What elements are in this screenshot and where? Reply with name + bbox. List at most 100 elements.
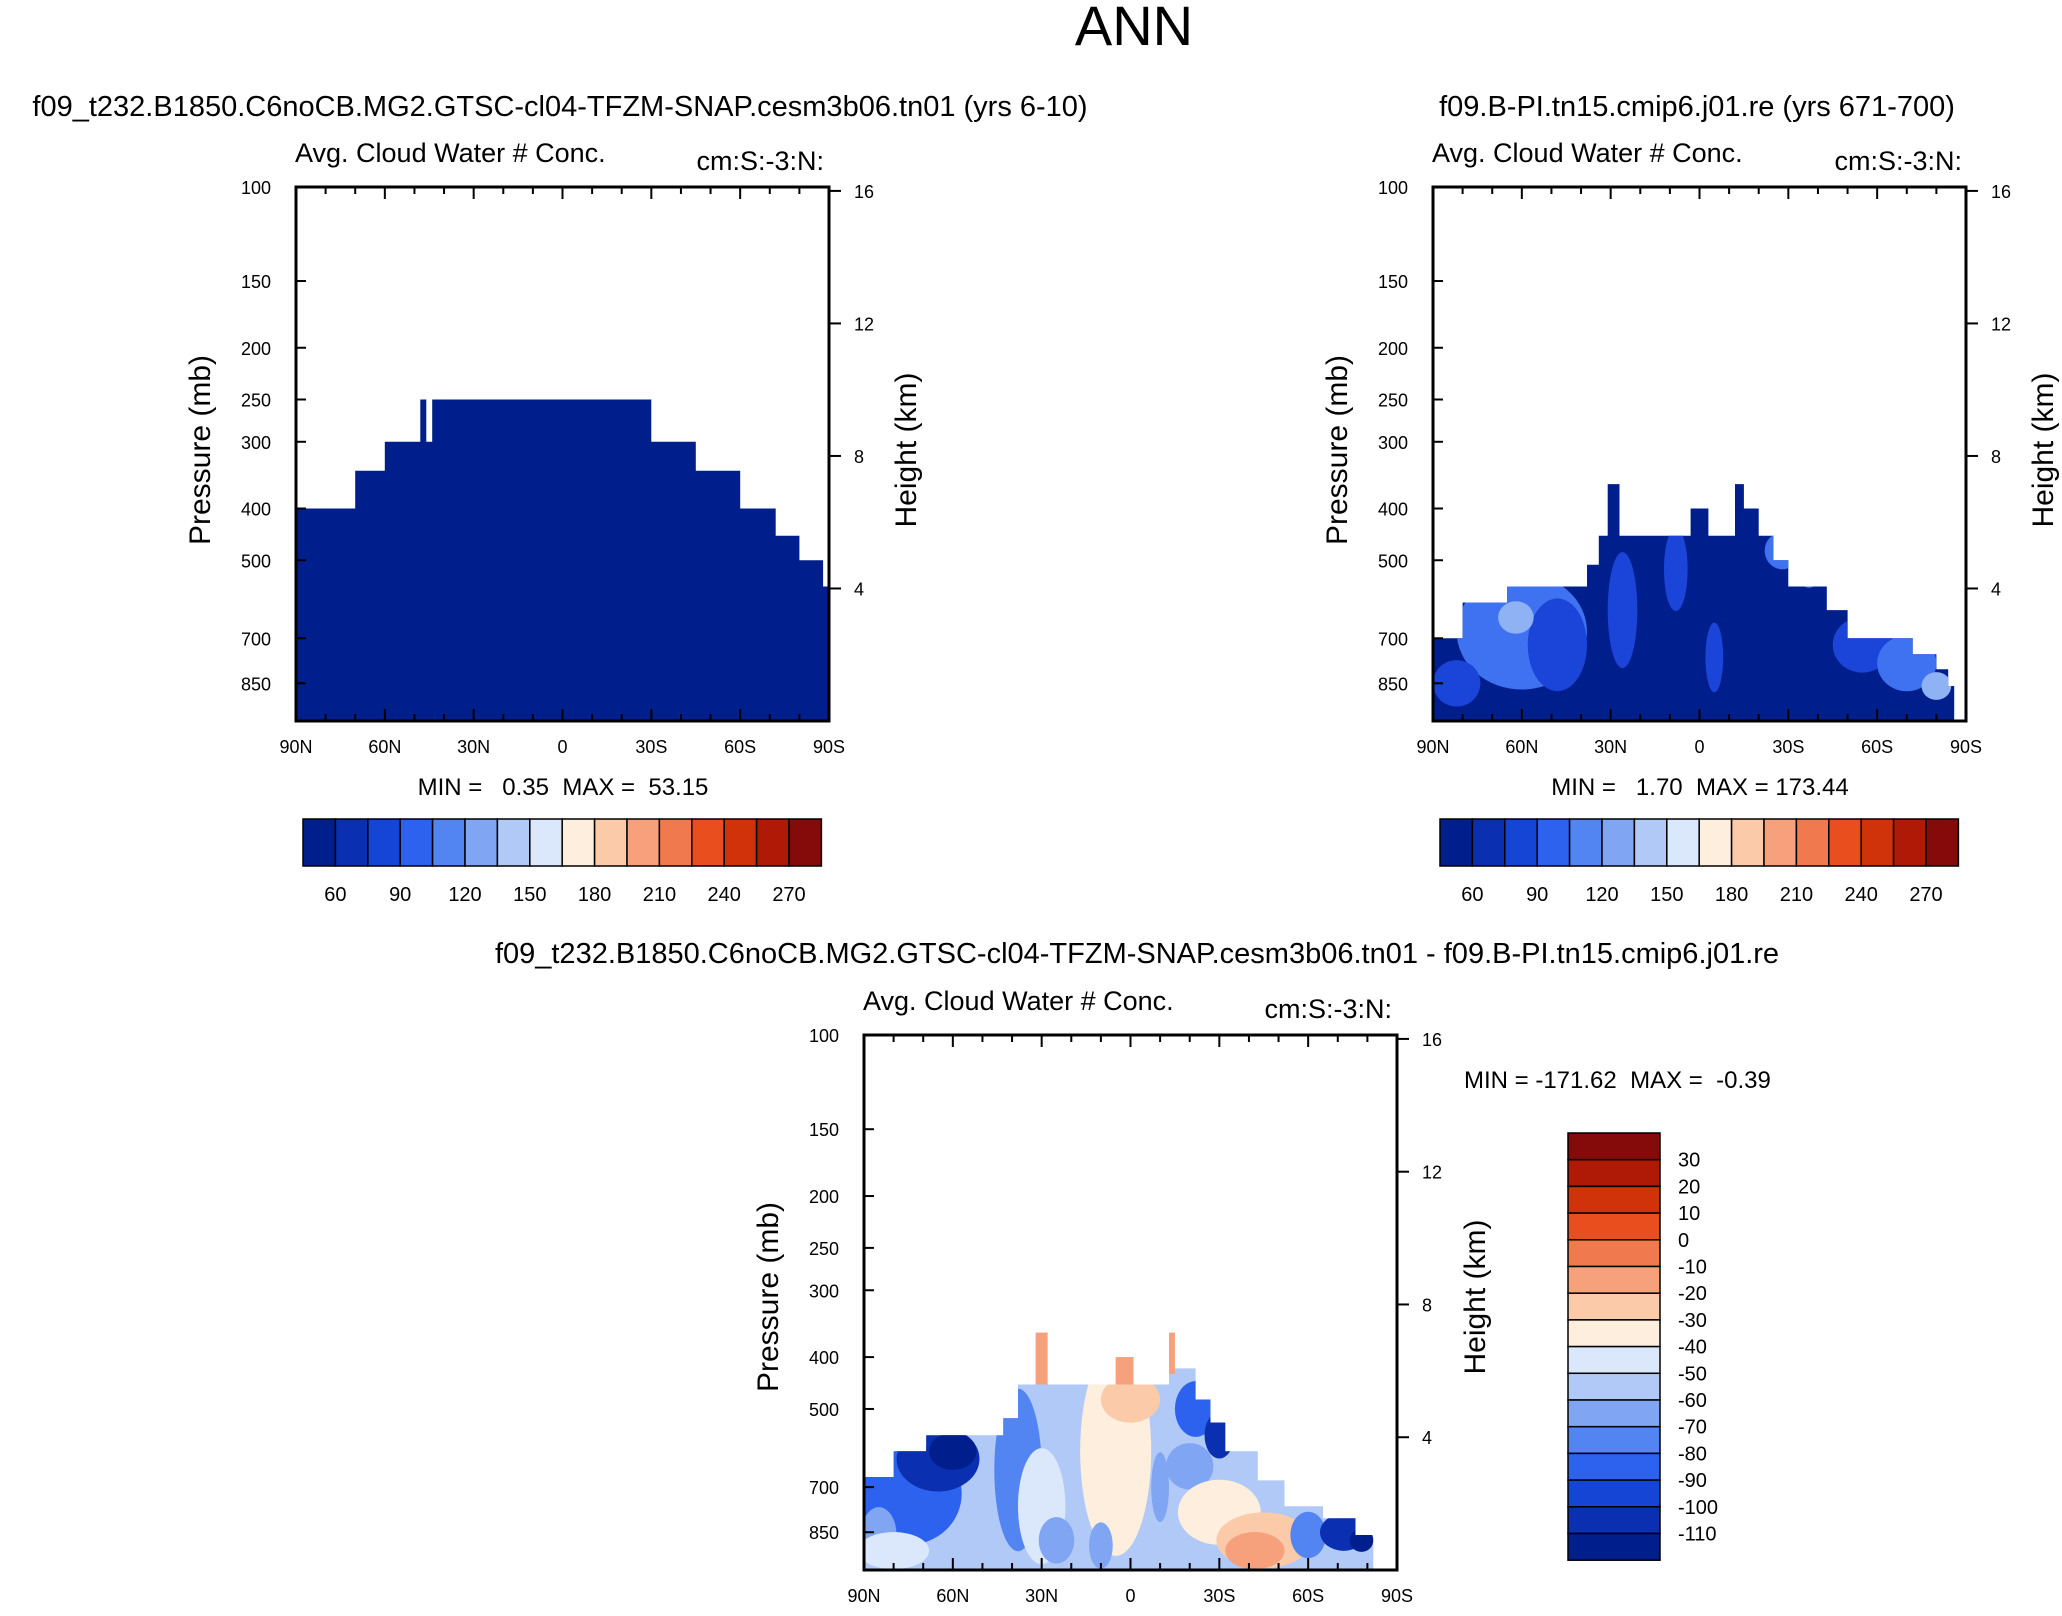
y2-tick-label: 8 <box>1422 1295 1432 1315</box>
contour-region <box>1797 550 1821 588</box>
colorbar-box <box>788 818 823 867</box>
colorbar-box <box>1763 818 1798 867</box>
colorbar-box <box>1730 818 1765 867</box>
y2-tick-label: 4 <box>854 579 864 599</box>
y2-tick-label: 4 <box>1991 579 2001 599</box>
colorbar-label: 240 <box>1845 884 1878 906</box>
x-tick-label: 30S <box>1203 1586 1235 1606</box>
colorbar-box <box>464 818 499 867</box>
y-tick-label: 300 <box>241 433 271 453</box>
y-tick-label: 700 <box>241 629 271 649</box>
colorbar-box <box>1568 818 1603 867</box>
y-tick-label: 500 <box>809 1400 839 1420</box>
y-tick-label: 250 <box>241 390 271 410</box>
colorbar-box <box>1567 1319 1661 1348</box>
contour-region <box>1433 660 1481 707</box>
x-tick-label: 90N <box>279 737 312 757</box>
y-tick-label: 100 <box>1378 178 1408 198</box>
colorbar-box <box>1892 818 1927 867</box>
contour-region <box>1089 1522 1113 1569</box>
colorbar-box <box>1795 818 1830 867</box>
panel-1-subtitle-left: Avg. Cloud Water # Conc. <box>295 138 606 168</box>
y2-tick-label: 16 <box>1422 1030 1442 1050</box>
panel-2: f09.B-PI.tn15.cmip6.j01.re (yrs 671-700)… <box>1321 91 2060 906</box>
colorbar-box <box>691 818 725 867</box>
panel-1-subtitle-right: cm:S:-3:N: <box>696 146 824 176</box>
panel-1-stats: MIN = 0.35 MAX = 53.15 <box>418 774 709 801</box>
panel-2-subtitle-right: cm:S:-3:N: <box>1834 146 1962 176</box>
contour-region <box>1225 1532 1285 1570</box>
y2-tick-label: 8 <box>854 447 864 467</box>
panel-1-ylabel-right: Height (km) <box>890 372 923 527</box>
y-tick-label: 100 <box>809 1026 839 1046</box>
y-tick-label: 850 <box>1378 674 1408 694</box>
colorbar-box <box>334 818 369 867</box>
x-tick-label: 30N <box>1594 737 1627 757</box>
figure-title: ANN <box>1075 0 1193 57</box>
contour-region <box>1166 1443 1214 1490</box>
y-tick-label: 250 <box>809 1239 839 1259</box>
colorbar-label: -10 <box>1678 1257 1707 1279</box>
panel-2-subtitle-left: Avg. Cloud Water # Conc. <box>1432 138 1743 168</box>
contour-region <box>1764 532 1801 570</box>
panel-3-subtitle-left: Avg. Cloud Water # Conc. <box>863 986 1174 1016</box>
contour-region <box>1035 1332 1048 1385</box>
colorbar-box <box>1567 1425 1661 1455</box>
y-tick-label: 250 <box>1378 390 1408 410</box>
x-tick-label: 60N <box>368 737 401 757</box>
colorbar-label: 150 <box>513 884 546 906</box>
colorbar-box <box>1925 818 1960 867</box>
y-tick-label: 200 <box>1378 339 1408 359</box>
colorbar-label: -50 <box>1678 1363 1707 1385</box>
y-tick-label: 700 <box>809 1478 839 1498</box>
panel-3-plot-area: 100 150 200 250 300 400 500 700 850 16 12 8 4 90N 60N 3… <box>809 1026 1442 1606</box>
colorbar-box <box>593 818 628 867</box>
colorbar-label: 0 <box>1678 1230 1689 1252</box>
contour-region <box>296 399 828 721</box>
colorbar-label: -100 <box>1678 1497 1718 1519</box>
colorbar-box <box>1504 818 1538 867</box>
x-tick-label: 60S <box>1292 1586 1324 1606</box>
panel-3-title: f09_t232.B1850.C6noCB.MG2.GTSC-cl04-TFZM… <box>495 938 1779 970</box>
y-tick-label: 850 <box>241 674 271 694</box>
contour-region <box>1290 1511 1326 1559</box>
x-tick-label: 60N <box>936 1586 969 1606</box>
colorbar-box <box>1567 1399 1661 1428</box>
colorbar-label: -90 <box>1678 1470 1707 1492</box>
contour-region <box>1115 1357 1134 1385</box>
colorbar-box <box>496 818 531 867</box>
colorbar-label: -20 <box>1678 1283 1707 1305</box>
contour-region <box>929 1432 977 1470</box>
colorbar-label: -110 <box>1678 1524 1717 1546</box>
y-tick-label: 400 <box>241 500 271 520</box>
colorbar-label: 150 <box>1650 884 1683 906</box>
colorbar-label: 10 <box>1678 1203 1700 1225</box>
colorbar-box <box>1567 1372 1661 1401</box>
panel-1-ylabel: Pressure (mb) <box>184 355 217 545</box>
contour-region <box>1779 512 1798 550</box>
contour-region <box>1663 527 1688 612</box>
panel-3-colorbar: 30 20 10 0 -10 -20 -30 -40 -50 -60 -70 -80 -90 -100 -1… <box>1567 1132 1718 1561</box>
colorbar-label: 210 <box>1780 884 1813 906</box>
colorbar-label: 90 <box>1526 884 1548 906</box>
x-tick-label: 0 <box>1125 1586 1135 1606</box>
x-tick-label: 30N <box>1025 1586 1058 1606</box>
colorbar-label: 120 <box>1585 884 1618 906</box>
contour-region <box>1349 1528 1374 1552</box>
panel-2-ylabel: Pressure (mb) <box>1321 355 1354 545</box>
contour-region <box>1168 1332 1175 1374</box>
colorbar-box <box>626 818 661 867</box>
colorbar-label: 60 <box>1461 884 1483 906</box>
colorbar-label: 30 <box>1678 1150 1700 1172</box>
colorbar-label: 60 <box>324 884 346 906</box>
contour-region <box>1204 1412 1235 1459</box>
y-tick-label: 200 <box>241 339 271 359</box>
x-tick-label: 90S <box>1381 1586 1413 1606</box>
contour-region <box>864 1532 930 1570</box>
contour-region <box>1498 601 1534 634</box>
contour-region <box>420 399 423 442</box>
y-tick-label: 150 <box>241 272 271 292</box>
plot-frame <box>1431 185 1968 723</box>
colorbar-box <box>658 818 693 867</box>
colorbar-box <box>1567 1479 1661 1508</box>
